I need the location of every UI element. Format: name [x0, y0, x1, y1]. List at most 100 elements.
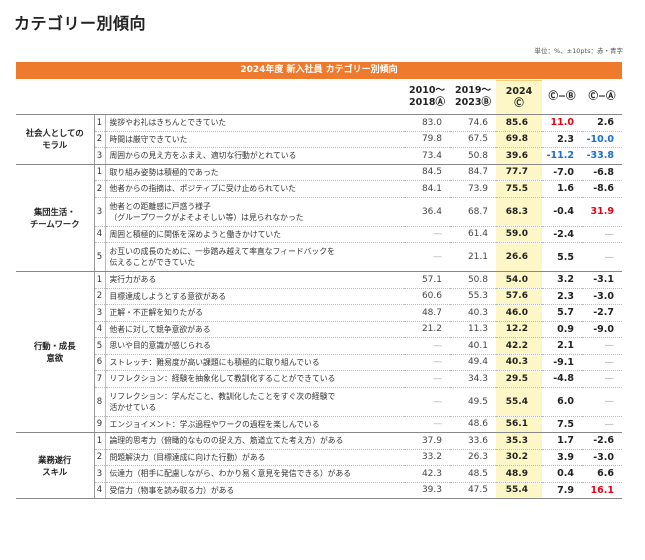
- row-item-line1: お互いの成長のために、一歩踏み越えて率直なフィードバックを: [109, 247, 335, 256]
- row-number: 4: [94, 321, 106, 338]
- diff-c-minus-b: 1.6: [542, 180, 582, 198]
- category-label-line1: 行動・成長: [34, 341, 76, 351]
- value-2024: 75.5: [496, 180, 542, 198]
- table-row: 5 思いや目的意識が感じられる —40.1 42.2 2.1—: [16, 337, 622, 355]
- table-row: 8 リフレクション：学んだこと、教訓化したことをすぐ次の経験で 活かせている —49.…: [16, 387, 622, 417]
- diff-c-minus-a: -3.1: [582, 271, 622, 289]
- diff-c-minus-b: -7.0: [542, 164, 582, 181]
- table-row: 行動・成長 意欲 1 実行力がある 57.1 50.8 54.0 3.2 -3.1: [16, 271, 622, 433]
- table-body: 社会人としての モラル 1 挨拶やお礼はきちんとできていた 83.0 74.6 85.6 11…: [16, 114, 622, 499]
- row-number: 1: [94, 164, 106, 181]
- diff-c-minus-b: 11.0: [542, 114, 582, 132]
- page-title: カテゴリー別傾向: [14, 14, 147, 33]
- diff-c-minus-b: 0.9: [542, 321, 582, 338]
- header-2010-2018-line1: 2010～: [409, 85, 445, 97]
- row-number: 4: [94, 226, 106, 243]
- value-2010-2018: 48.7: [404, 304, 450, 322]
- row-number: 5: [94, 337, 106, 355]
- value-2024: 29.5: [496, 370, 542, 388]
- header-2019-2023: 2019～ 2023Ⓑ: [450, 80, 496, 115]
- value-2019-2023: 11.3: [450, 321, 496, 338]
- diff-c-minus-a: —: [582, 370, 622, 388]
- row-item-line1: 他者との距離感に戸惑う様子: [109, 201, 211, 211]
- category-label-line2: スキル: [42, 466, 68, 477]
- diff-c-minus-b: 6.0: [542, 387, 582, 417]
- value-2019-2023: 74.6: [450, 114, 496, 132]
- row-item: 他者に対して競争意欲がある: [105, 321, 404, 338]
- row-item: エンジョイメント：学ぶ過程やワークの過程を楽しんでいる: [105, 416, 404, 433]
- value-2019-2023: 67.5: [450, 131, 496, 148]
- header-2019-2023-line2: 2023Ⓑ: [455, 97, 491, 109]
- row-number: 3: [94, 465, 106, 483]
- header-blank: [16, 80, 404, 115]
- header-2010-2018: 2010～ 2018Ⓐ: [404, 80, 450, 115]
- category-label-line1: 集団生活・: [34, 206, 76, 217]
- category-label-line2: 意欲: [46, 353, 64, 363]
- row-number: 6: [94, 354, 106, 371]
- category-label-line1: 社会人としての: [25, 128, 84, 139]
- value-2024: 39.6: [496, 147, 542, 165]
- diff-c-minus-a: —: [582, 242, 622, 272]
- value-2024: 77.7: [496, 164, 542, 181]
- value-2019-2023: 68.7: [450, 197, 496, 227]
- row-item: 周囲からの見え方をふまえ、適切な行動がとれている: [105, 147, 404, 165]
- value-2024: 55.4: [496, 482, 542, 499]
- diff-c-minus-b: -9.1: [542, 354, 582, 371]
- row-number: 2: [94, 180, 106, 198]
- value-2024: 59.0: [496, 226, 542, 243]
- table-row: 業務遂行 スキル 1 論理的思考力（俯瞰的なものの捉え方、筋道立てた考え方）がある 37…: [16, 432, 622, 499]
- value-2010-2018: 57.1: [404, 271, 450, 289]
- value-2019-2023: 40.1: [450, 337, 496, 355]
- value-2010-2018: —: [404, 337, 450, 355]
- table-row: 4 周囲と積極的に関係を深めようと働きかけていた —61.4 59.0 -2.4—: [16, 226, 622, 243]
- table-row: 4 他者に対して競争意欲がある 21.2 11.3 12.2 0.9 -9.0: [16, 321, 622, 338]
- category-label-line1: 業務遂行: [38, 454, 72, 465]
- category-label-line2: モラル: [42, 140, 68, 151]
- diff-c-minus-a: -3.0: [582, 288, 622, 305]
- diff-c-minus-b: 3.9: [542, 449, 582, 466]
- row-number: 1: [94, 271, 106, 289]
- category-label: 行動・成長 意欲: [16, 271, 95, 433]
- row-item: 受信力（物事を読み取る力）がある: [105, 482, 404, 499]
- value-2019-2023: 50.8: [450, 147, 496, 165]
- diff-c-minus-b: -4.8: [542, 370, 582, 388]
- row-item: 時間は厳守できていた: [105, 131, 404, 148]
- row-item: ストレッチ：難易度が高い課題にも積極的に取り組んでいる: [105, 354, 404, 371]
- diff-c-minus-b: -0.4: [542, 197, 582, 227]
- diff-c-minus-b: 2.3: [542, 288, 582, 305]
- diff-c-minus-a: 6.6: [582, 465, 622, 483]
- row-item: 取り組み姿勢は積極的であった: [105, 164, 404, 181]
- row-item: 他者との距離感に戸惑う様子 （グループワークがよそよそしい等）は見られなかった: [105, 197, 404, 227]
- row-item: 思いや目的意識が感じられる: [105, 337, 404, 355]
- value-2010-2018: 42.3: [404, 465, 450, 483]
- header-2024: 2024 Ⓒ: [496, 80, 542, 115]
- header-2024-line2: Ⓒ: [514, 97, 524, 109]
- table-row: 社会人としての モラル 1 挨拶やお礼はきちんとできていた 83.0 74.6 85.6 11…: [16, 114, 622, 165]
- diff-c-minus-b: 7.5: [542, 416, 582, 433]
- row-item: お互いの成長のために、一歩踏み越えて率直なフィードバックを 伝えることができていた: [105, 242, 404, 272]
- header-2010-2018-line2: 2018Ⓐ: [409, 97, 445, 109]
- diff-c-minus-b: 1.7: [542, 432, 582, 450]
- value-2019-2023: 26.3: [450, 449, 496, 466]
- value-2019-2023: 47.5: [450, 482, 496, 499]
- diff-c-minus-b: 0.4: [542, 465, 582, 483]
- diff-c-minus-b: -11.2: [542, 147, 582, 165]
- value-2019-2023: 21.1: [450, 242, 496, 272]
- row-item: 目標達成しようとする意欲がある: [105, 288, 404, 305]
- value-2010-2018: 79.8: [404, 131, 450, 148]
- table-row: 3 伝達力（相手に配慮しながら、わかり易く意見を発信できる）がある 42.3 48.5…: [16, 465, 622, 483]
- table-banner: 2024年度 新入社員 カテゴリー別傾向: [16, 62, 622, 79]
- header-2024-line1: 2024: [505, 85, 533, 97]
- category-label: 社会人としての モラル: [16, 114, 95, 165]
- diff-c-minus-b: 3.2: [542, 271, 582, 289]
- table-row: 4 受信力（物事を読み取る力）がある 39.3 47.5 55.4 7.9 16.1: [16, 482, 622, 499]
- row-number: 3: [94, 147, 106, 165]
- diff-c-minus-b: 2.3: [542, 131, 582, 148]
- value-2024: 42.2: [496, 337, 542, 355]
- category-label: 集団生活・ チームワーク: [16, 164, 95, 272]
- diff-c-minus-b: 5.5: [542, 242, 582, 272]
- value-2024: 68.3: [496, 197, 542, 227]
- row-number: 2: [94, 449, 106, 466]
- diff-c-minus-a: —: [582, 387, 622, 417]
- diff-c-minus-a: -33.8: [582, 147, 622, 165]
